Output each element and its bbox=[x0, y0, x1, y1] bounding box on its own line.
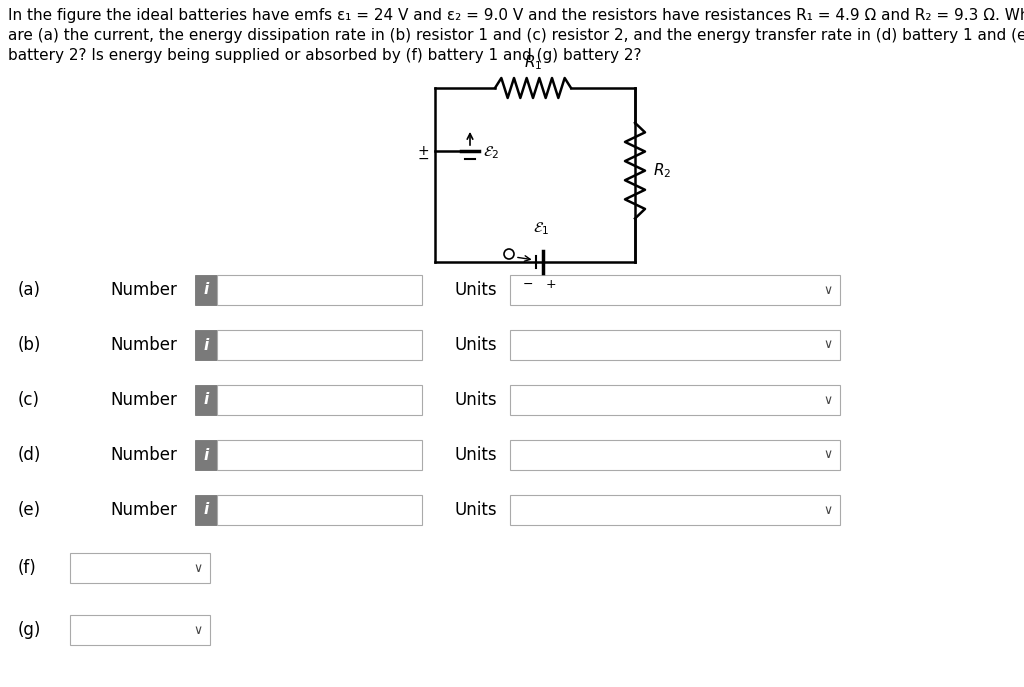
Text: i: i bbox=[204, 392, 209, 407]
FancyBboxPatch shape bbox=[510, 495, 840, 525]
Text: Units: Units bbox=[455, 501, 498, 519]
Text: (f): (f) bbox=[18, 559, 37, 577]
Text: $R_2$: $R_2$ bbox=[653, 161, 672, 180]
FancyBboxPatch shape bbox=[217, 275, 422, 305]
Text: $\mathcal{E}_1$: $\mathcal{E}_1$ bbox=[532, 221, 549, 237]
Text: i: i bbox=[204, 337, 209, 352]
FancyBboxPatch shape bbox=[70, 553, 210, 583]
Text: ∨: ∨ bbox=[823, 449, 833, 462]
FancyBboxPatch shape bbox=[195, 275, 217, 305]
Text: Number: Number bbox=[110, 281, 177, 299]
Text: +: + bbox=[545, 278, 556, 291]
Text: ∨: ∨ bbox=[823, 339, 833, 352]
Text: ∨: ∨ bbox=[823, 504, 833, 517]
FancyBboxPatch shape bbox=[195, 440, 217, 470]
Text: Units: Units bbox=[455, 336, 498, 354]
Text: In the figure the ideal batteries have emfs ε₁ = 24 V and ε₂ = 9.0 V and the res: In the figure the ideal batteries have e… bbox=[8, 8, 1024, 23]
Text: Units: Units bbox=[455, 391, 498, 409]
Text: (d): (d) bbox=[18, 446, 41, 464]
Text: (a): (a) bbox=[18, 281, 41, 299]
Text: (g): (g) bbox=[18, 621, 41, 639]
Text: (b): (b) bbox=[18, 336, 41, 354]
Text: +: + bbox=[417, 144, 429, 158]
Text: ∨: ∨ bbox=[194, 561, 203, 574]
FancyBboxPatch shape bbox=[70, 615, 210, 645]
Text: (e): (e) bbox=[18, 501, 41, 519]
FancyBboxPatch shape bbox=[195, 330, 217, 360]
Text: $\mathcal{E}_2$: $\mathcal{E}_2$ bbox=[483, 145, 500, 161]
Text: −: − bbox=[417, 152, 429, 166]
Text: Number: Number bbox=[110, 336, 177, 354]
FancyBboxPatch shape bbox=[217, 440, 422, 470]
FancyBboxPatch shape bbox=[195, 385, 217, 415]
Text: are (a) the current, the energy dissipation rate in (b) resistor 1 and (c) resis: are (a) the current, the energy dissipat… bbox=[8, 28, 1024, 43]
FancyBboxPatch shape bbox=[510, 385, 840, 415]
FancyBboxPatch shape bbox=[217, 385, 422, 415]
Text: battery 2? Is energy being supplied or absorbed by (f) battery 1 and (g) battery: battery 2? Is energy being supplied or a… bbox=[8, 48, 641, 63]
FancyBboxPatch shape bbox=[510, 275, 840, 305]
Text: $R_1$: $R_1$ bbox=[524, 54, 542, 72]
FancyBboxPatch shape bbox=[510, 330, 840, 360]
Text: i: i bbox=[204, 502, 209, 517]
Text: i: i bbox=[204, 282, 209, 297]
Text: (c): (c) bbox=[18, 391, 40, 409]
Text: ∨: ∨ bbox=[823, 394, 833, 407]
FancyBboxPatch shape bbox=[195, 495, 217, 525]
FancyBboxPatch shape bbox=[217, 495, 422, 525]
FancyBboxPatch shape bbox=[217, 330, 422, 360]
Text: Number: Number bbox=[110, 501, 177, 519]
Text: Number: Number bbox=[110, 446, 177, 464]
Text: Units: Units bbox=[455, 446, 498, 464]
Text: −: − bbox=[522, 278, 532, 291]
Text: Units: Units bbox=[455, 281, 498, 299]
Text: ∨: ∨ bbox=[823, 284, 833, 297]
FancyBboxPatch shape bbox=[510, 440, 840, 470]
Text: ∨: ∨ bbox=[194, 624, 203, 636]
Text: i: i bbox=[204, 447, 209, 462]
Text: Number: Number bbox=[110, 391, 177, 409]
